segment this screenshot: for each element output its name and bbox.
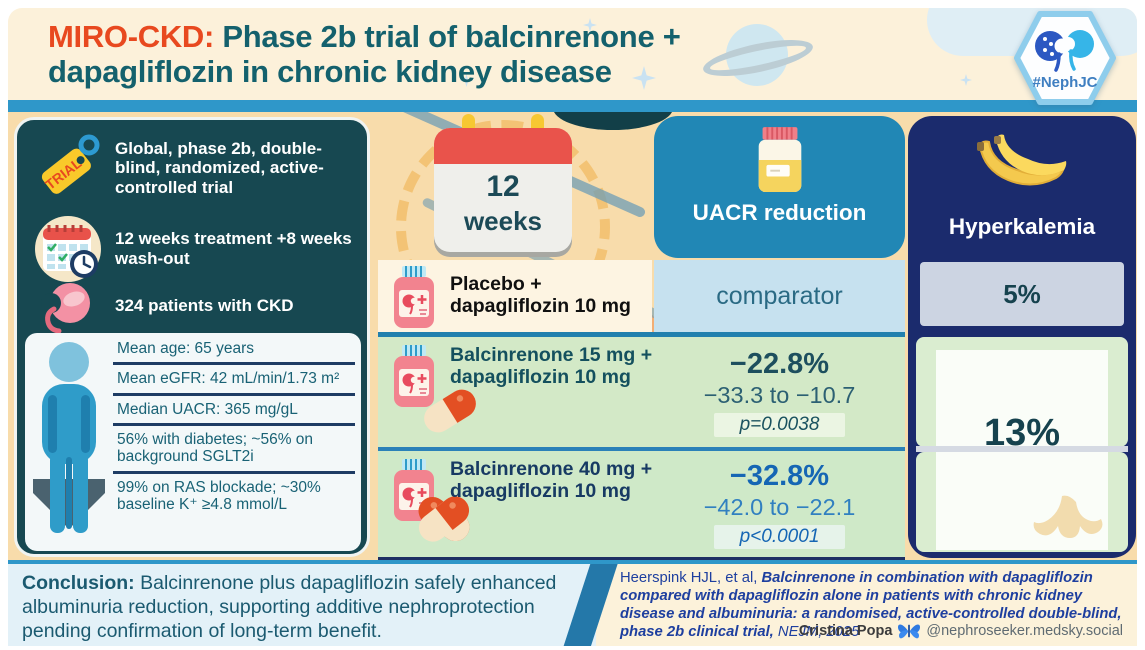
stat-uacr: Median UACR: 365 mg/gL	[113, 396, 355, 427]
banana-peel-watermark-icon	[1033, 495, 1103, 538]
kidney-icon	[29, 277, 107, 335]
duration-number: 12	[486, 170, 520, 203]
hyperkalemia-column-label: Hyperkalemia	[948, 214, 1096, 239]
stat-diabetes: 56% with diabetes; ~56% on background SG…	[113, 426, 355, 474]
nephjc-label: #NephJC	[1032, 74, 1098, 91]
demographics-list: Mean age: 65 years Mean eGFR: 42 mL/min/…	[113, 335, 355, 519]
calendar-clock-icon	[29, 213, 107, 285]
p-value: p=0.0038	[713, 412, 846, 437]
medicine-bottle-icon	[394, 345, 434, 407]
duration-calendar-icon: 12 weeks	[434, 114, 572, 254]
credit-line: Cristina Popa @nephroseeker.medsky.socia…	[799, 621, 1123, 641]
row-divider	[378, 332, 905, 337]
hyperkalemia-merged-cell: 13%	[916, 350, 1128, 550]
sparkle-icon	[960, 74, 972, 86]
credit-author: Cristina Popa	[798, 623, 893, 639]
duration-unit: weeks	[463, 206, 543, 236]
study-item-text: 324 patients with CKD	[115, 296, 294, 316]
row-divider	[378, 447, 905, 451]
row-divider	[916, 446, 1128, 452]
bananas-icon	[977, 134, 1067, 186]
uacr-balcinrenone-40-values: −32.8% −42.0 to −22.1 p<0.0001	[654, 451, 905, 557]
citation-box	[596, 564, 1137, 646]
arm-balcinrenone-15-row: Balcinrenone 15 mg + dapagliflozin 10 mg…	[378, 337, 905, 447]
arm-label: Balcinrenone 40 mg + dapagliflozin 10 mg	[450, 458, 653, 502]
hyperkalemia-placebo-value: 5%	[920, 262, 1124, 326]
conclusion-label: Conclusion:	[22, 572, 135, 594]
row-divider	[378, 557, 905, 560]
nephjc-badge: #NephJC	[1012, 10, 1118, 106]
conclusion-body: Balcinrenone plus dapagliflozin safely e…	[22, 572, 557, 643]
citation-journal: NEJM, 2025	[773, 624, 860, 641]
credit-handle: @nephroseeker.medsky.social	[926, 623, 1123, 639]
arm-placebo-cell: Placebo + dapagliflozin 10 mg	[378, 260, 652, 332]
trial-acronym: MIRO-CKD	[48, 19, 205, 54]
planet-decoration	[726, 24, 788, 86]
study-item-population: 324 patients with CKD	[29, 277, 359, 335]
urine-jar-icon	[758, 127, 801, 192]
study-item-duration: 12 weeks treatment +8 weeks wash-out	[29, 212, 359, 286]
study-design-panel: TRIAL Global, phase 2b, double-blind, ra…	[14, 117, 370, 557]
medicine-bottle-icon	[394, 266, 434, 328]
header-band: MIRO-CKD: Phase 2b trial of balcinrenone…	[8, 8, 1137, 100]
trial-tag-icon: TRIAL	[29, 132, 107, 204]
confidence-interval: −42.0 to −22.1	[703, 493, 856, 520]
uacr-column-header: UACR reduction	[654, 116, 905, 258]
study-item-text: Global, phase 2b, double-blind, randomiz…	[115, 138, 324, 197]
hyperkalemia-balcinrenone-value: 13%	[983, 412, 1061, 454]
capsule-icon	[424, 389, 476, 433]
citation-text: Heerspink HJL, et al, Balcinrenone in co…	[620, 569, 1130, 641]
demographics-panel: Mean age: 65 years Mean eGFR: 42 mL/min/…	[25, 333, 361, 551]
footer-band: Conclusion: Balcinrenone plus dapagliflo…	[8, 560, 1137, 646]
study-item-design: TRIAL Global, phase 2b, double-blind, ra…	[29, 128, 359, 208]
arm-balcinrenone-40-row: Balcinrenone 40 mg + dapagliflozin 10 mg…	[378, 451, 905, 557]
stat-egfr: Mean eGFR: 42 mL/min/1.73 m²	[113, 365, 355, 396]
capsule-icon	[418, 496, 470, 542]
effect-value: −22.8%	[729, 347, 830, 380]
conclusion-text: Conclusion: Balcinrenone plus dapagliflo…	[22, 571, 562, 644]
calendar-header	[434, 128, 572, 164]
hexagon-kidneys-icon	[1014, 11, 1116, 105]
butterfly-icon	[898, 624, 921, 639]
uacr-balcinrenone-15-values: −22.8% −33.3 to −10.7 p=0.0038	[654, 337, 905, 447]
study-item-text: 12 weeks treatment +8 weeks wash-out	[115, 229, 352, 268]
confidence-interval: −33.3 to −10.7	[703, 381, 856, 408]
arm-label: Placebo + dapagliflozin 10 mg	[450, 273, 631, 317]
hyperkalemia-column: Hyperkalemia 5% 13%	[908, 116, 1136, 558]
citation-title: Balcinrenone in combination with dapagli…	[620, 570, 1122, 641]
citation-authors: Heerspink HJL, et al,	[620, 570, 762, 586]
stat-mean-age: Mean age: 65 years	[113, 335, 355, 366]
uacr-placebo-value: comparator	[654, 260, 905, 332]
arm-label: Balcinrenone 15 mg + dapagliflozin 10 mg	[450, 344, 653, 388]
person-icon	[29, 337, 109, 547]
decor-ellipse	[553, 112, 673, 130]
effect-value: −32.8%	[729, 459, 830, 492]
p-value: p<0.0001	[713, 524, 846, 549]
stat-ras: 99% on RAS blockade; ~30% baseline K⁺ ≥4…	[117, 478, 321, 514]
uacr-column-label: UACR reduction	[692, 200, 867, 225]
conclusion-box	[8, 564, 596, 646]
title-rest: Phase 2b trial of balcinrenone + dapagli…	[48, 19, 681, 89]
header-divider-strip	[8, 100, 1137, 112]
page-title: MIRO-CKD: Phase 2b trial of balcinrenone…	[48, 19, 681, 89]
